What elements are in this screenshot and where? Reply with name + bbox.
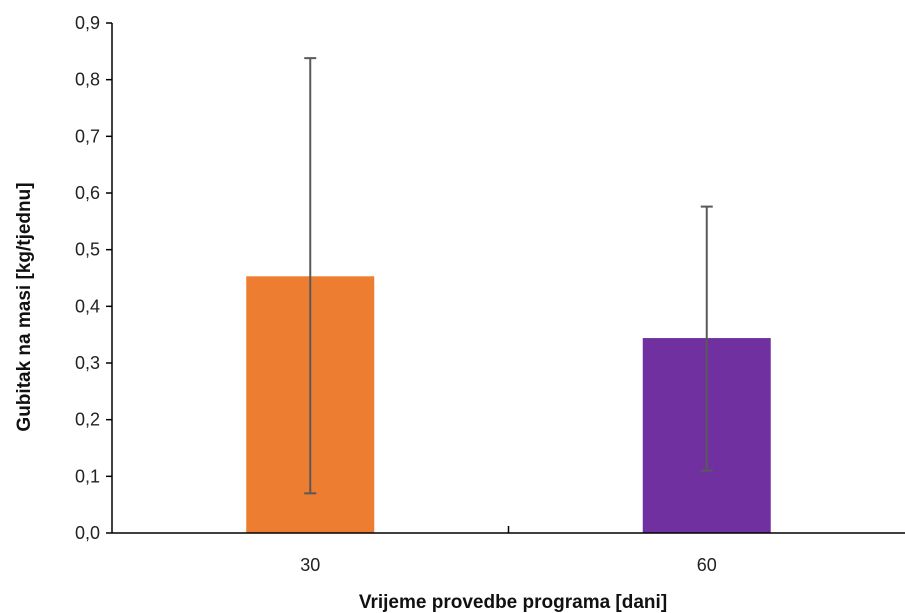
y-tick-label: 0,3 [75, 353, 100, 373]
x-axis-ticks: 30 60 [300, 526, 717, 575]
x-tick-label: 30 [300, 555, 320, 575]
y-axis-ticks: 0,0 0,1 0,2 0,3 0,4 0,5 0,6 0,7 0,8 0,9 [75, 13, 112, 543]
y-tick-label: 0,8 [75, 70, 100, 90]
y-tick-label: 0,5 [75, 240, 100, 260]
error-bars [304, 57, 713, 495]
bars [246, 276, 771, 533]
y-axis-title: Gubitak na masi [kg/tjednu] [14, 182, 35, 431]
y-tick-label: 0,7 [75, 126, 100, 146]
y-tick-label: 0,6 [75, 183, 100, 203]
y-tick-label: 0,1 [75, 466, 100, 486]
y-tick-label: 0,9 [75, 13, 100, 33]
y-tick-label: 0,0 [75, 523, 100, 543]
axes [111, 23, 905, 534]
x-axis-title: Vrijeme provedbe programa [dani] [359, 592, 667, 613]
x-tick-label: 60 [697, 555, 717, 575]
y-tick-label: 0,4 [75, 296, 100, 316]
y-tick-label: 0,2 [75, 410, 100, 430]
